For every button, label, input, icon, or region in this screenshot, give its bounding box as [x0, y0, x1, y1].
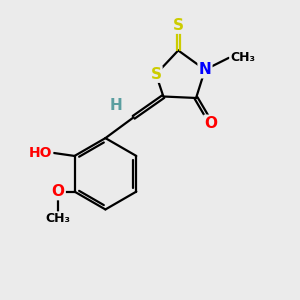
Text: O: O [52, 184, 65, 199]
Text: O: O [204, 116, 218, 131]
Text: S: S [173, 18, 184, 33]
Text: H: H [110, 98, 122, 113]
Text: HO: HO [29, 146, 52, 160]
Text: CH₃: CH₃ [46, 212, 71, 225]
Text: N: N [199, 62, 212, 77]
Text: S: S [150, 67, 161, 82]
Text: CH₃: CH₃ [230, 51, 255, 64]
